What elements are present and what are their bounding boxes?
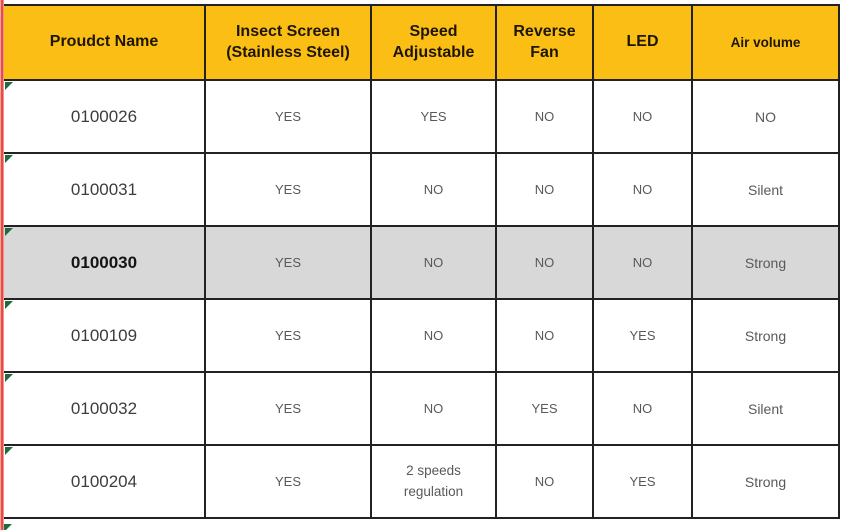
- cell-insect-screen[interactable]: YES: [204, 298, 372, 373]
- header-row: Proudct Name Insect Screen (Stainless St…: [4, 4, 840, 81]
- error-flag-icon: [5, 155, 13, 163]
- cell-insect-screen[interactable]: YES: [204, 225, 372, 300]
- error-flag-icon: [5, 301, 13, 309]
- header-led[interactable]: LED: [592, 4, 693, 81]
- cell-insect-screen[interactable]: YES: [204, 152, 372, 227]
- cell-product-name[interactable]: 0100026: [4, 79, 206, 154]
- table-row: 0100204 YES 2 speeds regulation NO YES S…: [4, 444, 840, 519]
- cell-led[interactable]: YES: [592, 298, 693, 373]
- cell-led[interactable]: NO: [592, 152, 693, 227]
- cell-product-name[interactable]: 0100109: [4, 298, 206, 373]
- cell-product-name[interactable]: 0100204: [4, 444, 206, 519]
- error-flag-icon: [4, 524, 12, 530]
- cell-reverse-fan[interactable]: NO: [495, 444, 594, 519]
- cell-reverse-fan[interactable]: YES: [495, 371, 594, 446]
- header-speed-adjustable[interactable]: Speed Adjustable: [370, 4, 497, 81]
- cell-reverse-fan[interactable]: NO: [495, 152, 594, 227]
- product-name-text: 0100109: [70, 325, 138, 345]
- cell-air-volume[interactable]: Strong: [691, 298, 840, 373]
- cell-led[interactable]: NO: [592, 225, 693, 300]
- cell-product-name[interactable]: 0100032: [4, 371, 206, 446]
- error-flag-icon: [5, 82, 13, 90]
- table-row: 0100031 YES NO NO NO Silent: [4, 152, 840, 227]
- table-row: 0100109 YES NO NO YES Strong: [4, 298, 840, 373]
- product-comparison-table: Proudct Name Insect Screen (Stainless St…: [4, 4, 840, 519]
- error-flag-icon: [5, 228, 13, 236]
- product-name-text: 0100031: [70, 179, 138, 199]
- cell-speed-adjustable[interactable]: NO: [370, 371, 497, 446]
- cell-speed-adjustable[interactable]: 2 speeds regulation: [370, 444, 497, 519]
- cell-air-volume[interactable]: Strong: [691, 444, 840, 519]
- cell-reverse-fan[interactable]: NO: [495, 225, 594, 300]
- product-name-text: 0100032: [70, 398, 138, 418]
- cell-led[interactable]: NO: [592, 371, 693, 446]
- cell-product-name[interactable]: 0100030: [4, 225, 206, 300]
- cell-product-name[interactable]: 0100031: [4, 152, 206, 227]
- cell-speed-adjustable[interactable]: NO: [370, 152, 497, 227]
- cell-air-volume[interactable]: Silent: [691, 152, 840, 227]
- header-reverse-fan[interactable]: Reverse Fan: [495, 4, 594, 81]
- table-row-highlighted: 0100030 YES NO NO NO Strong: [4, 225, 840, 300]
- header-air-volume[interactable]: Air volume: [691, 4, 840, 81]
- cell-insect-screen[interactable]: YES: [204, 444, 372, 519]
- header-product-name[interactable]: Proudct Name: [4, 4, 206, 81]
- cell-reverse-fan[interactable]: NO: [495, 298, 594, 373]
- cell-air-volume[interactable]: NO: [691, 79, 840, 154]
- cell-reverse-fan[interactable]: NO: [495, 79, 594, 154]
- annotation-line: [0, 0, 4, 530]
- error-flag-icon: [5, 447, 13, 455]
- cell-speed-adjustable[interactable]: YES: [370, 79, 497, 154]
- cell-air-volume[interactable]: Strong: [691, 225, 840, 300]
- cell-led[interactable]: YES: [592, 444, 693, 519]
- cell-insect-screen[interactable]: YES: [204, 79, 372, 154]
- product-name-text: 0100030: [70, 252, 138, 272]
- cell-air-volume[interactable]: Silent: [691, 371, 840, 446]
- table-row: 0100032 YES NO YES NO Silent: [4, 371, 840, 446]
- product-name-text: 0100026: [70, 106, 138, 126]
- header-insect-screen[interactable]: Insect Screen (Stainless Steel): [204, 4, 372, 81]
- cell-led[interactable]: NO: [592, 79, 693, 154]
- cell-speed-adjustable[interactable]: NO: [370, 225, 497, 300]
- cell-speed-adjustable[interactable]: NO: [370, 298, 497, 373]
- table-row: 0100026 YES YES NO NO NO: [4, 79, 840, 154]
- error-flag-icon: [5, 374, 13, 382]
- product-name-text: 0100204: [70, 471, 138, 491]
- cell-insect-screen[interactable]: YES: [204, 371, 372, 446]
